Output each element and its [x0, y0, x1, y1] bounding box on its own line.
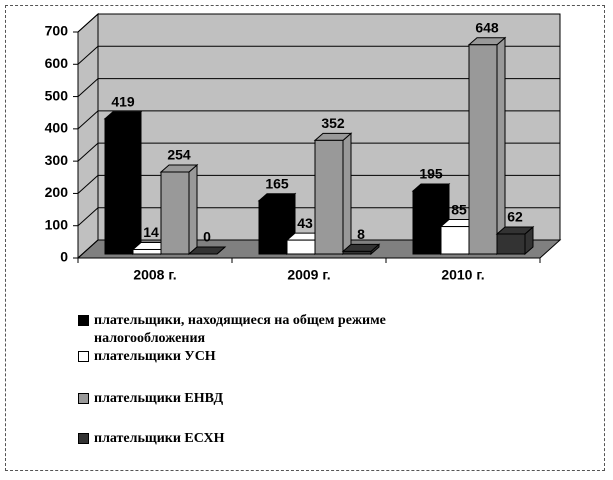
data-label: 85: [451, 201, 467, 217]
grid-line-side: [77, 239, 99, 259]
x-tick-label: 2010 г.: [441, 267, 484, 283]
data-label: 195: [419, 166, 443, 182]
legend-swatch: [78, 315, 89, 326]
y-tick-label: 700: [45, 23, 69, 39]
bar-front: [468, 44, 498, 255]
data-label: 165: [265, 175, 289, 191]
bar-front: [314, 139, 344, 255]
bar: [313, 132, 353, 256]
legend-label: плательщики УСН: [94, 349, 216, 364]
data-label: 62: [507, 209, 523, 225]
x-tick-label: 2009 г.: [287, 267, 330, 283]
grid-line-side: [77, 175, 99, 194]
data-label: 43: [297, 215, 313, 231]
data-label: 14: [143, 224, 159, 240]
data-label: 352: [321, 115, 345, 131]
bar: [467, 36, 507, 256]
data-label: 0: [203, 229, 211, 245]
grid-line-side: [77, 110, 99, 130]
data-label: 254: [167, 147, 191, 163]
grid-line-side: [77, 207, 99, 227]
bar: [103, 110, 143, 256]
data-label: 648: [475, 19, 499, 35]
bar: [187, 246, 227, 255]
bar-side: [132, 110, 142, 256]
bar-front: [132, 248, 162, 255]
grid-line-side: [77, 78, 99, 97]
y-tick-label: 200: [45, 184, 69, 200]
legend-label: плательщики ЕСХН: [94, 431, 225, 446]
bar: [159, 163, 199, 256]
bar: [495, 225, 535, 256]
y-tick-label: 500: [45, 87, 69, 103]
y-tick-label: 300: [45, 152, 69, 168]
grid-line-side: [77, 45, 99, 65]
bar-front: [412, 190, 442, 255]
bar: [341, 243, 381, 256]
bar-side: [342, 132, 352, 256]
bar-front: [342, 250, 372, 255]
side-wall: [77, 12, 99, 260]
legend-swatch: [78, 393, 89, 404]
bar-front: [160, 171, 190, 255]
grid-line-side: [77, 142, 99, 162]
legend-label: плательщики, находящиеся на общем режиме…: [94, 313, 386, 346]
bar: [411, 182, 451, 256]
legend-item: плательщики ЕНВД: [78, 390, 458, 408]
bar-front: [104, 118, 134, 255]
bar-top: [187, 246, 227, 255]
legend-swatch: [78, 433, 89, 444]
legend-item: плательщики, находящиеся на общем режиме…: [78, 312, 458, 348]
bar-side: [188, 163, 198, 256]
bar-front: [440, 226, 470, 255]
y-tick-label: 0: [60, 249, 68, 265]
y-tick-label: 600: [45, 55, 69, 71]
y-tick-label: 400: [45, 120, 69, 136]
grid-line-side: [77, 13, 99, 33]
legend-item: плательщики УСН: [78, 348, 458, 366]
bar-front: [286, 239, 316, 255]
x-tick-label: 2008 г.: [133, 267, 176, 283]
data-label: 419: [111, 93, 135, 109]
y-tick-label: 100: [45, 216, 69, 232]
legend-label: плательщики ЕНВД: [94, 391, 224, 406]
legend-item: плательщики ЕСХН: [78, 430, 458, 448]
data-label: 8: [357, 226, 365, 242]
bar-front: [496, 233, 526, 255]
legend-swatch: [78, 351, 89, 362]
bar-front: [258, 200, 288, 255]
frame: [5, 5, 605, 471]
bar-side: [496, 36, 506, 256]
